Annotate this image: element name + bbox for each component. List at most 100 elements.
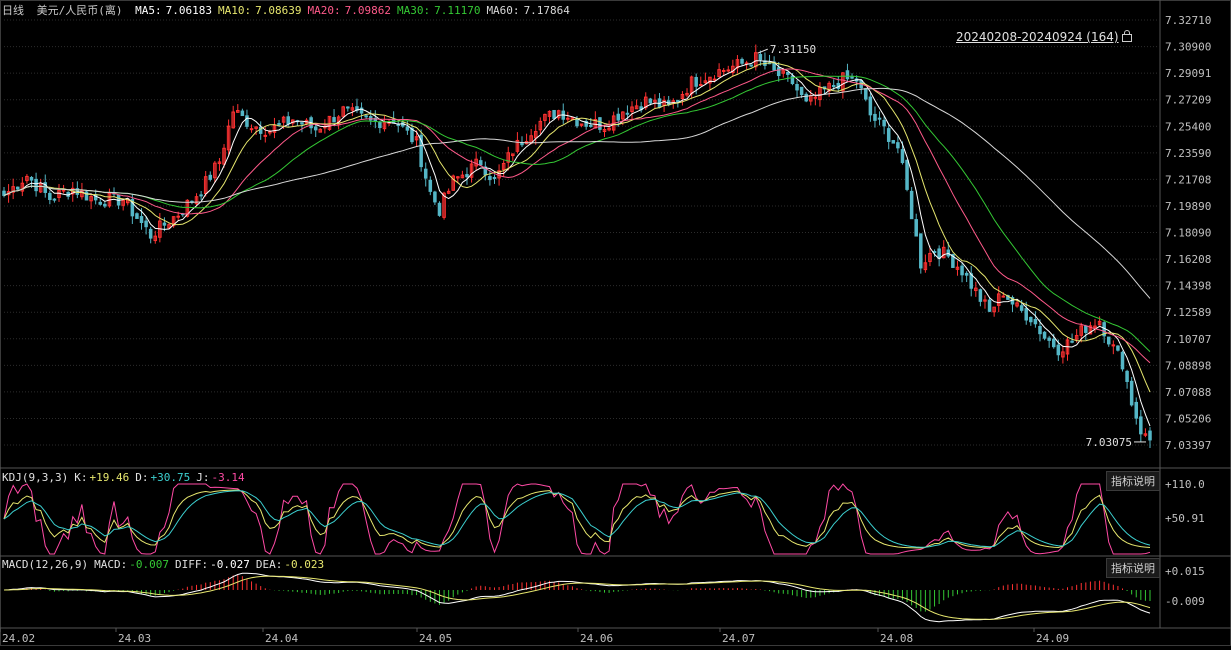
candle-body [423, 168, 428, 179]
candle-body [378, 121, 382, 129]
candle-body [38, 183, 43, 193]
candle-body [941, 246, 946, 259]
candle-body [919, 233, 923, 269]
candle-body [1088, 325, 1093, 335]
price-tick-label: 7.12589 [1165, 306, 1211, 319]
candle-body [263, 134, 268, 137]
candle-body [758, 54, 763, 61]
candle-body [506, 152, 511, 163]
candle-body [579, 123, 584, 126]
candle-body [217, 161, 222, 165]
macd-histogram [8, 575, 1151, 612]
kdj-k-value: +19.46 [89, 471, 130, 484]
candle-body [414, 136, 419, 141]
candle-body [1038, 325, 1042, 335]
candle-body [492, 176, 497, 179]
candle-body [199, 194, 203, 197]
candle-body [515, 139, 520, 152]
candle-body [630, 106, 634, 113]
candle-body [433, 191, 437, 203]
candle-body [341, 106, 345, 117]
price-tick-label: 7.03397 [1165, 439, 1211, 452]
candle-body [983, 299, 987, 302]
ma-value-2: 7.08639 [255, 4, 302, 17]
candle-body [621, 111, 625, 120]
kdj-title: KDJ(9,3,3) [2, 471, 69, 484]
x-axis-label: 24.05 [419, 632, 452, 645]
candle-body [703, 80, 708, 84]
macd-dea-label: DEA: [255, 558, 283, 571]
candle-body [350, 107, 355, 111]
candle-body [29, 176, 34, 181]
candle-body [676, 100, 680, 103]
low-annotation: 7.03075 [1086, 436, 1132, 449]
candle-body [446, 190, 451, 194]
x-axis-label: 24.03 [118, 632, 151, 645]
lock-icon[interactable] [1121, 30, 1132, 42]
candle-body [89, 196, 93, 202]
candle-body [588, 124, 593, 127]
ma-label-4: MA30: [396, 4, 431, 17]
macd-info-button[interactable]: 指标说明 [1106, 558, 1160, 578]
candle-body [48, 192, 52, 201]
candle-body [891, 140, 896, 144]
candle-body [937, 248, 941, 259]
candle-body [25, 175, 29, 182]
kdj-d-line [3, 490, 1151, 548]
macd-value: -0.007 [129, 558, 169, 571]
candle-body [465, 174, 469, 178]
price-tick-label: 7.19890 [1165, 200, 1211, 213]
ma-value-5: 7.17864 [523, 4, 570, 17]
candle-body [543, 113, 547, 121]
candle-body [653, 99, 657, 103]
kdj-info-button[interactable]: 指标说明 [1106, 471, 1160, 491]
kdj-j-value: -3.14 [211, 471, 245, 484]
candle-body [277, 123, 281, 126]
candle-body [873, 113, 877, 121]
candle-body [451, 175, 455, 191]
price-tick-label: 7.29091 [1165, 67, 1211, 80]
candle-body [868, 96, 873, 116]
candle-body [1056, 344, 1061, 356]
candle-body [167, 224, 171, 229]
candle-body [456, 176, 460, 179]
candle-body [987, 299, 992, 312]
symbol-label: 美元/人民币(离) [36, 4, 123, 17]
candle-body [909, 190, 914, 220]
candle-body [410, 127, 414, 143]
kdj-tick-label: +50.91 [1165, 512, 1205, 525]
candle-body [602, 129, 607, 133]
candle-body [222, 147, 226, 165]
candle-body [148, 228, 153, 239]
candle-body [419, 134, 423, 168]
candles-layer [2, 44, 1152, 448]
candle-body [795, 84, 799, 91]
candle-body [121, 199, 125, 206]
candle-body [841, 72, 845, 92]
candle-body [501, 162, 506, 170]
candle-body [754, 52, 758, 68]
candle-body [1120, 351, 1125, 370]
candle-body [721, 69, 726, 72]
high-annotation: 7.31150 [770, 43, 816, 56]
candle-body [1047, 337, 1051, 341]
macd-tick-label: -0.009 [1165, 595, 1205, 608]
x-axis-label: 24.04 [265, 632, 298, 645]
candle-body [1134, 401, 1139, 419]
candle-body [1143, 433, 1148, 436]
candle-body [213, 162, 217, 179]
candle-body [607, 127, 611, 131]
candle-body [2, 190, 6, 196]
candle-body [478, 160, 483, 166]
candle-body [717, 69, 721, 78]
candle-body [625, 112, 630, 115]
candle-body [598, 117, 602, 130]
price-tick-label: 7.21708 [1165, 173, 1211, 186]
date-range-label[interactable]: 20240208-20240924 (164) [956, 30, 1132, 44]
ma-label-5: MA60: [486, 4, 520, 17]
candle-body [249, 128, 254, 131]
candle-body [685, 92, 689, 96]
kdj-d-label: D: [135, 471, 149, 484]
